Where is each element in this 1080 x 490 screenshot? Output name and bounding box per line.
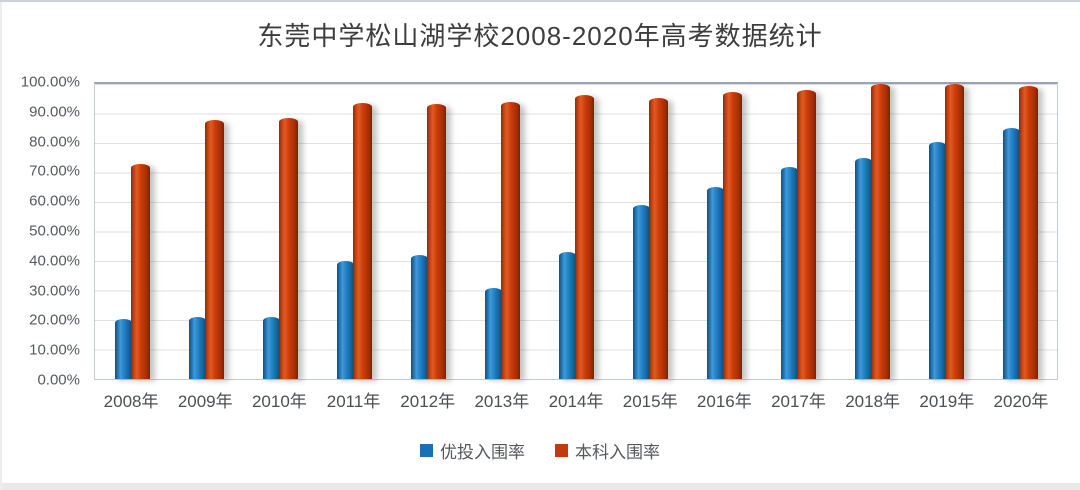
bar-group-2013年: [465, 84, 539, 379]
x-axis-label: 2008年: [103, 391, 159, 411]
bar-本科入围率-2010年: [278, 118, 298, 379]
bar-group-2009年: [169, 84, 243, 379]
x-axis-label: 2010年: [251, 391, 307, 411]
legend-item-label: 本科入围率: [575, 443, 660, 462]
x-axis-label: 2019年: [919, 391, 975, 411]
bar-本科入围率-2016年: [722, 91, 742, 379]
x-axis-label: 2020年: [993, 391, 1049, 411]
legend-marker-icon: [420, 444, 433, 457]
y-axis-tick-label: 50.00%: [29, 222, 80, 240]
y-axis-tick-label: 60.00%: [29, 192, 80, 210]
bar-group-2008年: [95, 84, 169, 379]
bar-本科入围率-2008年: [130, 163, 150, 379]
chart-title: 东莞中学松山湖学校2008-2020年高考数据统计: [257, 21, 823, 51]
bar-优投入围率-2010年: [262, 317, 280, 379]
bar-优投入围率-2014年: [558, 252, 576, 379]
x-axis-label: 2013年: [474, 391, 530, 411]
y-axis-tick-label: 30.00%: [29, 282, 80, 300]
bar-group-2011年: [317, 84, 391, 379]
bar-本科入围率-2020年: [1018, 85, 1038, 379]
bar-group-2015年: [613, 84, 687, 379]
legend-marker-icon: [555, 444, 568, 457]
y-axis-tick-label: 100.00%: [20, 73, 80, 91]
bar-group-2016年: [687, 84, 761, 379]
legend-item-优投入围率: 优投入围率: [420, 438, 525, 463]
bar-本科入围率-2009年: [204, 120, 224, 379]
bar-优投入围率-2011年: [336, 261, 354, 379]
bar-优投入围率-2013年: [484, 287, 502, 379]
bar-本科入围率-2015年: [648, 98, 668, 379]
bar-优投入围率-2019年: [928, 141, 946, 379]
x-axis-label: 2017年: [771, 391, 826, 411]
bar-本科入围率-2013年: [500, 102, 520, 379]
bar-本科入围率-2014年: [574, 95, 594, 379]
y-axis-tick-label: 40.00%: [29, 252, 80, 270]
bar-优投入围率-2012年: [410, 255, 428, 379]
bar-优投入围率-2018年: [854, 157, 872, 379]
x-axis-label: 2009年: [177, 391, 233, 411]
x-axis-label: 2011年: [326, 391, 381, 411]
bar-本科入围率-2017年: [796, 89, 816, 379]
y-axis-tick-label: 70.00%: [29, 162, 80, 180]
bar-group-2019年: [909, 84, 983, 379]
x-axis-label: 2012年: [400, 391, 456, 411]
x-axis-label: 2018年: [845, 391, 901, 411]
legend-item-label: 优投入围率: [440, 443, 525, 462]
x-axis-label: 2016年: [696, 391, 752, 411]
bar-本科入围率-2019年: [944, 84, 964, 379]
plot-area: [94, 82, 1058, 380]
bar-group-2018年: [835, 84, 909, 379]
legend: 优投入围率 本科入围率: [0, 438, 1080, 463]
bar-优投入围率-2016年: [706, 187, 724, 379]
bar-group-2012年: [391, 84, 465, 379]
y-axis-tick-label: 90.00%: [29, 103, 80, 121]
bar-本科入围率-2018年: [870, 84, 890, 379]
bar-优投入围率-2008年: [114, 318, 132, 379]
bar-优投入围率-2015年: [632, 204, 650, 379]
y-axis: 100.00% 90.00% 80.00% 70.00% 60.00% 50.00% 40.…: [0, 74, 86, 389]
bar-本科入围率-2011年: [352, 103, 372, 379]
bar-group-2010年: [243, 84, 317, 379]
bar-优投入围率-2009年: [188, 317, 206, 379]
bar-优投入围率-2017年: [780, 166, 798, 379]
bar-groups: [95, 84, 1057, 379]
x-axis-label: 2014年: [548, 391, 604, 411]
x-axis-label: 2015年: [622, 391, 678, 411]
bar-group-2020年: [983, 84, 1057, 379]
y-axis-tick-label: 80.00%: [29, 133, 80, 151]
bar-本科入围率-2012年: [426, 104, 446, 379]
y-axis-tick-label: 0.00%: [37, 371, 80, 389]
x-axis: 2008年 2009年 2010年 2011年 2012年 2013年 2014年 2015年…: [94, 382, 1058, 416]
bar-group-2017年: [761, 84, 835, 379]
bar-group-2014年: [539, 84, 613, 379]
y-axis-tick-label: 20.00%: [29, 311, 80, 329]
legend-item-本科入围率: 本科入围率: [555, 438, 660, 463]
bar-优投入围率-2020年: [1002, 128, 1020, 379]
y-axis-tick-label: 10.00%: [29, 341, 80, 359]
